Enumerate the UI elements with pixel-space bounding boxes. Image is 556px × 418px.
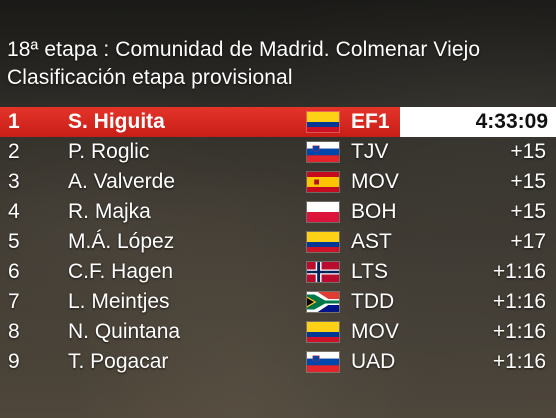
standings-row: 8 N. Quintana MOV +1:16 [0,317,556,347]
time-gap: +15 [510,200,546,223]
team-code: MOV [351,320,399,343]
leader-time-box [400,107,556,137]
time-gap: +17 [510,230,546,253]
rider-name: R. Majka [68,200,151,223]
slovenia-flag-icon [307,352,339,372]
rider-name: L. Meintjes [68,290,170,313]
standings-row: 2 P. Roglic TJV +15 [0,137,556,167]
rider-name: C.F. Hagen [68,260,174,283]
team-code: MOV [351,170,399,193]
team-code: TJV [351,140,389,163]
rider-name: A. Valverde [68,170,175,193]
poland-flag-icon [307,202,339,222]
time-gap: +15 [510,170,546,193]
rider-name: M.Á. López [68,230,175,253]
colombia-flag-icon [307,322,339,342]
rider-position: 1 [8,110,20,133]
team-code: BOH [351,200,397,223]
time-gap: +1:16 [492,260,546,283]
rider-name: T. Pogacar [68,350,169,373]
slovenia-flag-icon [307,142,339,162]
team-code: UAD [351,350,396,373]
stage-header: 18ª etapa : Comunidad de Madrid. Colmena… [7,36,480,92]
rider-position: 5 [8,230,20,253]
team-code: LTS [351,260,388,283]
colombia-flag-icon [307,232,339,252]
rider-position: 9 [8,350,20,373]
rider-position: 2 [8,140,20,163]
standings-table: 1 S. Higuita EF1 4:33:09 2 P. Roglic TJV… [0,107,556,377]
team-code: TDD [351,290,395,313]
stage-time: 4:33:09 [475,110,548,133]
standings-row: 5 M.Á. López AST +17 [0,227,556,257]
time-gap: +1:16 [492,320,546,343]
stage-title: 18ª etapa : Comunidad de Madrid. Colmena… [7,38,481,61]
time-gap: +1:16 [492,290,546,313]
rider-name: P. Roglic [68,140,150,163]
standings-row: 6 C.F. Hagen LTS +1:16 [0,257,556,287]
team-code: EF1 [351,110,390,133]
time-gap: +1:16 [492,350,546,373]
norway-flag-icon [307,262,339,282]
standings-row: 9 T. Pogacar UAD +1:16 [0,347,556,377]
rider-position: 8 [8,320,20,343]
rider-name: S. Higuita [68,110,165,133]
rider-name: N. Quintana [68,320,181,343]
standings-row: 4 R. Majka BOH +15 [0,197,556,227]
rider-position: 7 [8,290,20,313]
rider-position: 6 [8,260,20,283]
team-code: AST [351,230,392,253]
spain-flag-icon [307,172,339,192]
rider-position: 4 [8,200,20,223]
classification-subtitle: Clasificación etapa provisional [7,66,293,89]
time-gap: +15 [510,140,546,163]
standings-row: 3 A. Valverde MOV +15 [0,167,556,197]
standings-row: 7 L. Meintjes TDD +1:16 [0,287,556,317]
south-africa-flag-icon [307,292,339,312]
standings-row-leader: 1 S. Higuita EF1 4:33:09 [0,107,556,137]
colombia-flag-icon [307,112,339,132]
rider-position: 3 [8,170,20,193]
